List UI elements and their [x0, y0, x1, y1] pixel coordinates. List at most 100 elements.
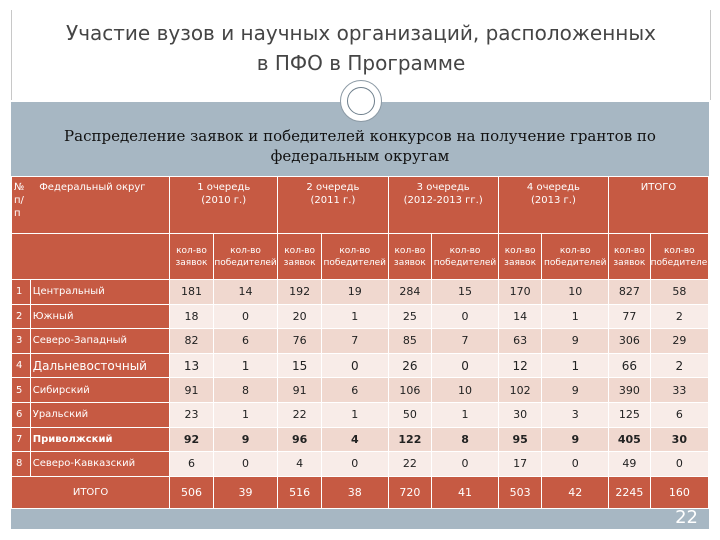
table-cell: 102 [497, 377, 543, 403]
table-cell: 1 [212, 352, 279, 379]
table-cell: 63 [497, 328, 543, 354]
table-row: 8 Северо-Кавказский 6 0 4 0 22 0 17 0 49 0 [11, 451, 710, 477]
subheader-empty [10, 233, 171, 280]
round-1-title: 1 очередь [197, 182, 251, 193]
table-cell: 6 [649, 401, 710, 428]
table-cell: 0 [431, 352, 499, 379]
total-value: 41 [431, 475, 499, 509]
header-total: ИТОГО [608, 176, 709, 234]
table-cell: 405 [608, 426, 651, 453]
sub-applications: кол-во заявок [497, 233, 543, 280]
sub-applications: кол-во заявок [387, 233, 433, 280]
table-row: 6 Уральский 23 1 22 1 50 1 30 3 125 6 [11, 401, 710, 428]
table-cell: 29 [649, 328, 710, 354]
header-round-4: 4 очередь (2013 г.) [497, 176, 610, 234]
row-number: 4 [11, 352, 31, 379]
table-cell: 8 [431, 426, 499, 453]
table-cell: 50 [387, 401, 433, 428]
table-cell: 284 [387, 279, 433, 305]
table-cell: 0 [320, 352, 389, 379]
district-name: Уральский [29, 401, 171, 428]
round-2-year: (2011 г.) [310, 195, 356, 206]
table-row: 2 Южный 18 0 20 1 25 0 14 1 77 2 [11, 303, 710, 330]
table-row: 3 Северо-Западный 82 6 76 7 85 7 63 9 306 29 [11, 328, 710, 354]
table-cell: 26 [387, 352, 433, 379]
total-value: 2245 [608, 475, 651, 509]
circle-ornament-inner [347, 87, 375, 115]
round-3-year: (2012-2013 гг.) [403, 195, 483, 206]
slide-title-line-1: Участие вузов и научных организаций, рас… [66, 21, 656, 45]
round-4-year: (2013 г.) [530, 195, 576, 206]
sub-winners: кол-во победителей [541, 233, 610, 280]
table-cell: 3 [541, 401, 610, 428]
table-cell: 25 [387, 303, 433, 330]
table-cell: 22 [387, 451, 433, 477]
header-district: Федеральный округ [39, 182, 146, 193]
row-number: 1 [11, 279, 31, 305]
sub-applications: кол-во заявок [608, 233, 651, 280]
table-cell: 30 [497, 401, 543, 428]
table-cell: 170 [497, 279, 543, 305]
table-cell: 15 [277, 352, 322, 379]
round-4-title: 4 очередь [526, 182, 580, 193]
table-cell: 2 [649, 303, 710, 330]
table-cell: 4 [320, 426, 389, 453]
table-cell: 6 [320, 377, 389, 403]
total-value: 160 [649, 475, 710, 509]
table-cell: 0 [320, 451, 389, 477]
district-name: Приволжский [29, 426, 171, 453]
table-cell: 33 [649, 377, 710, 403]
table-cell: 6 [169, 451, 214, 477]
table-cell: 8 [212, 377, 279, 403]
sub-winners: кол-во победителей [431, 233, 499, 280]
sub-applications: кол-во заявок [277, 233, 322, 280]
sub-winners: кол-во победителей [649, 233, 713, 280]
district-name: Южный [29, 303, 171, 330]
subheader-row: кол-во заявок кол-во победителей кол-во … [10, 233, 713, 280]
total-value: 720 [387, 475, 433, 509]
table-cell: 7 [320, 328, 389, 354]
table-cell: 1 [212, 401, 279, 428]
district-name: Сибирский [29, 377, 171, 403]
row-number: 7 [11, 426, 31, 453]
table-cell: 0 [431, 451, 499, 477]
table-cell: 76 [277, 328, 322, 354]
row-number: 8 [11, 451, 31, 477]
table-cell: 1 [541, 352, 610, 379]
table-cell: 91 [169, 377, 214, 403]
total-value: 38 [320, 475, 389, 509]
header-no: № п/п [14, 182, 25, 219]
table-cell: 181 [169, 279, 214, 305]
table-cell: 13 [169, 352, 214, 379]
table-cell: 30 [649, 426, 710, 453]
district-name: Центральный [29, 279, 171, 305]
table-row: 4 Дальневосточный 13 1 15 0 26 0 12 1 66 2 [11, 352, 710, 379]
total-value: 506 [169, 475, 214, 509]
table-cell: 91 [277, 377, 322, 403]
round-2-title: 2 очередь [306, 182, 360, 193]
table-cell: 95 [497, 426, 543, 453]
table-cell: 0 [212, 451, 279, 477]
table-cell: 306 [608, 328, 651, 354]
table-cell: 23 [169, 401, 214, 428]
table-cell: 85 [387, 328, 433, 354]
table-row: 5 Сибирский 91 8 91 6 106 10 102 9 390 33 [11, 377, 710, 403]
table-body: 1 Центральный 181 14 192 19 284 15 170 10 827 58 2 Юж… [11, 279, 710, 477]
sub-applications: кол-во заявок [169, 233, 214, 280]
slide-title: Участие вузов и научных организаций, рас… [12, 18, 710, 78]
table-cell: 66 [608, 352, 651, 379]
table-cell: 122 [387, 426, 433, 453]
total-label: ИТОГО [10, 475, 171, 509]
table-cell: 106 [387, 377, 433, 403]
table-cell: 49 [608, 451, 651, 477]
table-cell: 22 [277, 401, 322, 428]
sub-winners: кол-во победителей [320, 233, 389, 280]
table-cell: 10 [541, 279, 610, 305]
table-cell: 92 [169, 426, 214, 453]
table-cell: 9 [541, 377, 610, 403]
table-cell: 18 [169, 303, 214, 330]
table-cell: 4 [277, 451, 322, 477]
table-caption-line-1: Распределение заявок и победителей конку… [64, 127, 656, 145]
table-cell: 6 [212, 328, 279, 354]
table-cell: 82 [169, 328, 214, 354]
